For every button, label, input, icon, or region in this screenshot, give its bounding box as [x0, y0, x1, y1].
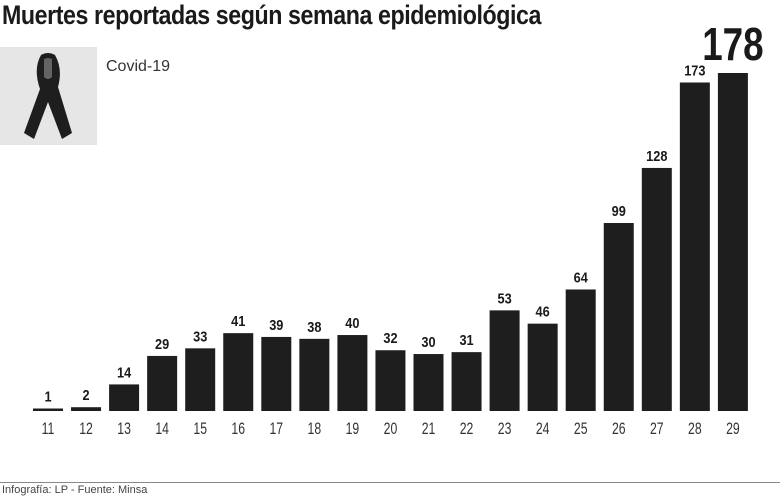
- value-label: 178: [702, 18, 763, 70]
- x-tick-label: 23: [498, 420, 512, 438]
- legend-label: Covid-19: [106, 58, 171, 75]
- bar-18: [299, 338, 330, 411]
- value-label: 31: [459, 331, 473, 348]
- x-tick-label: 29: [726, 420, 740, 438]
- x-tick-label: 11: [42, 420, 55, 438]
- value-label: 14: [117, 363, 131, 380]
- x-tick-label: 20: [384, 420, 398, 438]
- value-label: 30: [421, 333, 435, 350]
- x-tick-label: 22: [460, 420, 474, 438]
- bar-16: [223, 333, 254, 411]
- x-tick-label: 26: [612, 420, 626, 438]
- bar-25: [565, 289, 596, 411]
- bar-24: [527, 323, 558, 411]
- value-label: 40: [345, 314, 359, 331]
- value-label: 41: [231, 312, 245, 329]
- value-label: 173: [684, 61, 705, 78]
- x-tick-label: 13: [117, 420, 131, 438]
- bar-17: [261, 336, 292, 411]
- bar-chart: 1112121413291433154116391738184019322030…: [33, 18, 764, 439]
- mourning-ribbon-icon: [0, 47, 97, 145]
- chart-title: Muertes reportadas según semana epidemio…: [2, 0, 541, 30]
- bar-21: [413, 354, 444, 411]
- bar-28: [679, 82, 710, 411]
- bar-29: [717, 73, 748, 411]
- value-label: 33: [193, 327, 207, 344]
- x-tick-label: 19: [346, 420, 360, 438]
- bar-27: [641, 167, 672, 411]
- value-label: 2: [83, 386, 90, 403]
- value-label: 29: [155, 335, 169, 352]
- bar-11: [33, 408, 63, 411]
- bar-23: [489, 310, 520, 411]
- x-tick-label: 15: [193, 420, 207, 438]
- value-label: 1: [44, 387, 51, 404]
- footer-divider: [0, 482, 780, 483]
- x-tick-label: 24: [536, 420, 550, 438]
- value-label: 46: [536, 303, 550, 320]
- value-label: 38: [307, 318, 321, 335]
- x-tick-label: 12: [79, 420, 93, 438]
- bar-19: [337, 335, 368, 411]
- value-label: 64: [574, 268, 588, 285]
- x-tick-label: 18: [308, 420, 322, 438]
- bar-20: [375, 350, 406, 411]
- x-tick-label: 14: [155, 420, 169, 438]
- bar-12: [71, 407, 102, 411]
- x-tick-label: 28: [688, 420, 702, 438]
- x-tick-label: 21: [422, 420, 436, 438]
- value-label: 99: [612, 202, 626, 219]
- x-tick-label: 17: [269, 420, 283, 438]
- bar-26: [603, 223, 634, 411]
- bar-14: [147, 355, 178, 411]
- x-tick-label: 25: [574, 420, 588, 438]
- value-label: 32: [383, 329, 397, 346]
- x-tick-label: 27: [650, 420, 664, 438]
- value-label: 128: [646, 147, 667, 164]
- bar-15: [185, 348, 216, 411]
- bar-22: [451, 352, 482, 411]
- value-label: 53: [498, 289, 512, 306]
- source-credit: Infografía: LP - Fuente: Minsa: [2, 484, 148, 496]
- bar-13: [109, 384, 140, 411]
- x-tick-label: 16: [231, 420, 245, 438]
- value-label: 39: [269, 316, 283, 333]
